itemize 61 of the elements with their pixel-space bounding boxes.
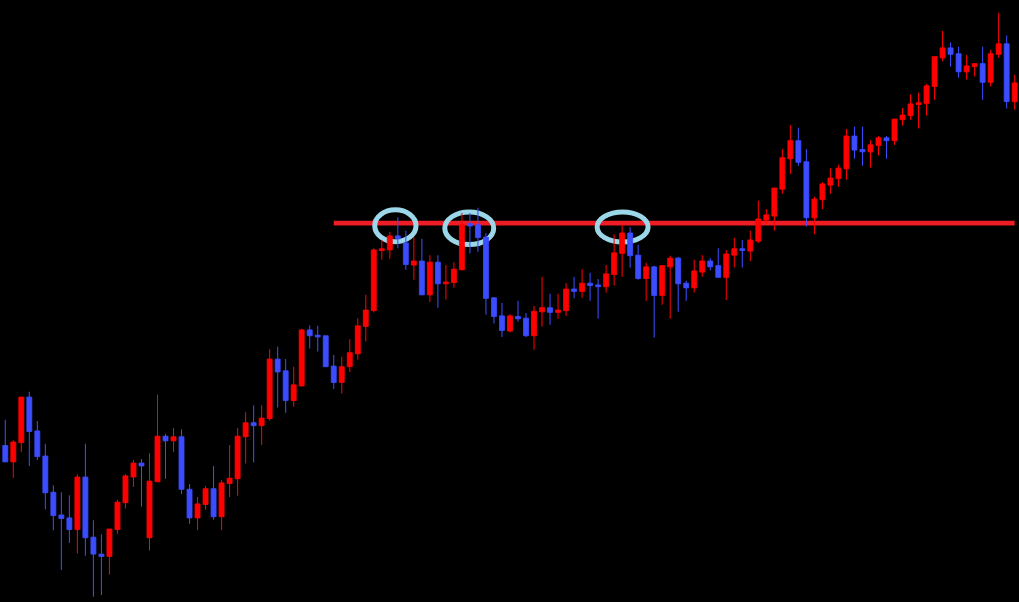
candlestick	[747, 230, 754, 262]
candlestick	[619, 224, 626, 278]
candlestick	[979, 46, 986, 101]
candlestick	[523, 312, 529, 338]
candlestick	[499, 302, 505, 338]
candlestick	[515, 300, 521, 323]
candlestick	[627, 226, 634, 268]
candlestick	[755, 200, 762, 244]
candlestick	[2, 419, 9, 463]
candlestick	[362, 294, 369, 343]
candlestick	[314, 325, 321, 353]
candlestick	[338, 356, 345, 395]
candlestick	[402, 230, 409, 271]
candlestick	[635, 244, 642, 281]
candlestick	[442, 264, 449, 301]
candlestick	[603, 264, 610, 294]
candlestick	[58, 491, 65, 571]
candlestick	[691, 259, 698, 294]
candlestick	[162, 433, 169, 480]
candlestick	[10, 439, 17, 479]
candlestick	[571, 276, 577, 299]
candlestick	[491, 296, 497, 324]
candlestick	[683, 280, 690, 302]
candlestick	[250, 404, 257, 463]
candlestick	[346, 338, 353, 373]
candlestick	[667, 255, 674, 320]
candlestick	[170, 427, 177, 453]
candlestick	[715, 247, 722, 278]
candlestick	[563, 282, 569, 317]
candlestick	[579, 268, 585, 299]
candlestick	[451, 261, 457, 289]
candlestick	[995, 12, 1002, 59]
candlestick	[386, 231, 393, 260]
candlestick	[699, 254, 706, 278]
candlestick	[306, 324, 313, 350]
candlestick	[539, 276, 545, 327]
candlestick	[731, 237, 738, 268]
candlestick	[723, 249, 730, 301]
candlestick	[555, 293, 561, 320]
candlestick	[410, 236, 417, 281]
candlestick	[66, 494, 73, 544]
candlestick	[595, 278, 602, 320]
candlestick	[290, 366, 297, 407]
candlestick	[258, 404, 265, 446]
candlestick	[434, 254, 441, 309]
candlestick	[467, 212, 473, 254]
candlestick	[50, 484, 57, 531]
candlestick	[611, 233, 618, 287]
candlestick	[475, 207, 481, 253]
candlestick	[739, 239, 746, 268]
candlestick	[330, 354, 337, 390]
candlestick	[587, 272, 593, 302]
candlestick	[1011, 74, 1018, 111]
candlestick	[643, 262, 650, 302]
candlestick	[394, 216, 401, 249]
candlestick	[547, 293, 553, 326]
candlestick	[883, 135, 890, 160]
candlestick	[274, 346, 281, 409]
candlestick	[138, 458, 145, 508]
candlestick	[787, 124, 794, 175]
candlestick	[378, 239, 385, 261]
